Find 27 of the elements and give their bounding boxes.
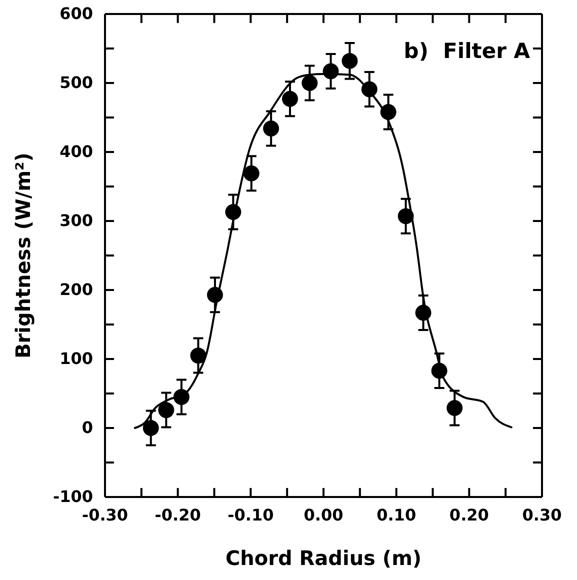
y-tick-label: 300 <box>60 211 93 230</box>
point <box>302 75 318 91</box>
y-tick-label: 400 <box>60 142 93 162</box>
point <box>158 402 174 418</box>
y-tick-label: 600 <box>60 4 93 24</box>
x-tick-label: -0.30 <box>82 505 128 524</box>
point <box>342 52 358 69</box>
x-axis-title: Chord Radius (m) <box>225 546 422 570</box>
x-tick-label: -0.20 <box>154 505 201 524</box>
x-tick-label: 0.20 <box>449 505 489 524</box>
point <box>142 420 159 436</box>
y-tick-label: 100 <box>60 349 93 368</box>
x-tick-label: 0.10 <box>376 505 416 524</box>
annotation: b) Filter A <box>404 39 531 63</box>
y-tick-label: 500 <box>60 73 93 92</box>
x-tick-label: 0.00 <box>304 505 344 524</box>
point <box>263 120 280 137</box>
x-tick-label: 0.30 <box>522 505 562 524</box>
x-tick-label: -0.10 <box>228 505 274 524</box>
point <box>446 400 463 416</box>
point <box>243 165 260 182</box>
point <box>282 90 298 107</box>
y-tick-label: 200 <box>60 280 93 300</box>
point <box>190 348 206 364</box>
y-tick-label: 0 <box>82 418 93 438</box>
y-axis-title: Brightness (W/m²) <box>11 152 35 358</box>
y-tick-label: -100 <box>52 487 93 506</box>
